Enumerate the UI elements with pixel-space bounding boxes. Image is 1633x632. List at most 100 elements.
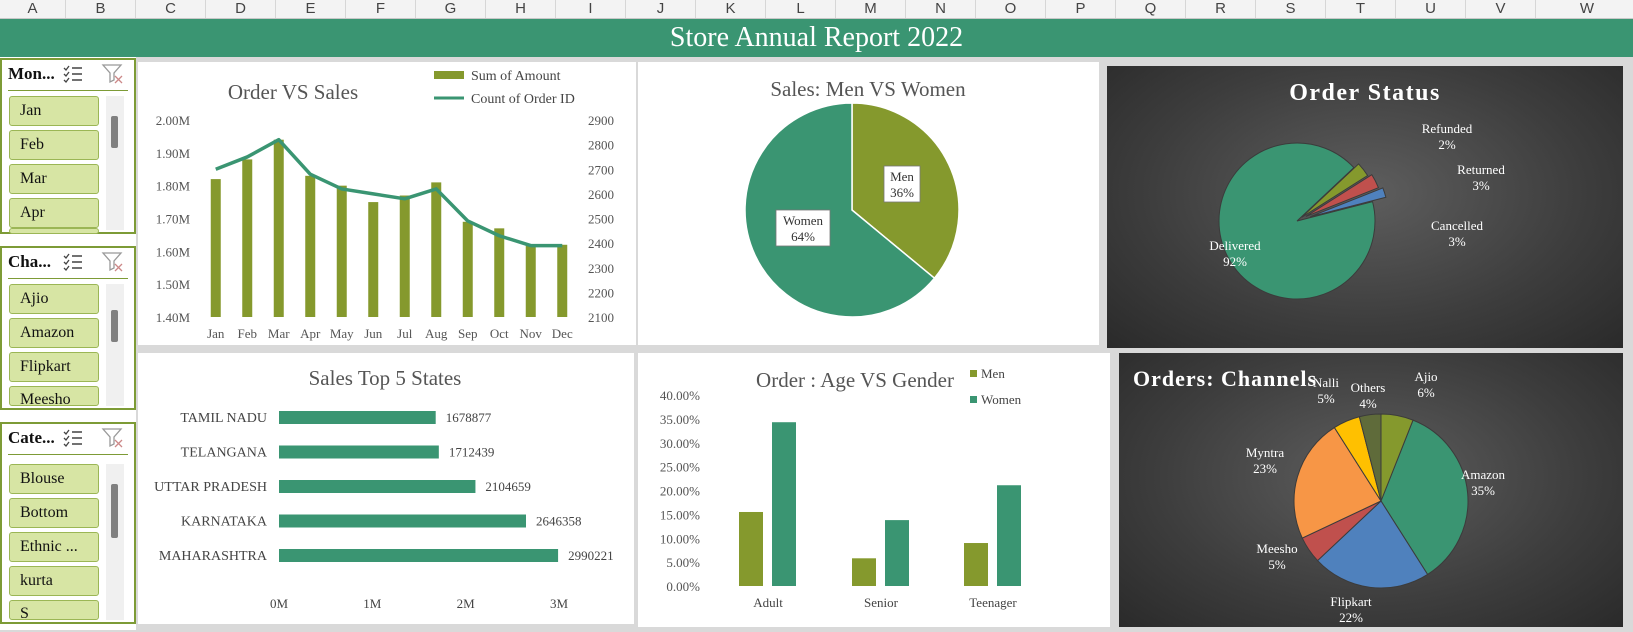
chart-panel-channels[interactable]: Orders: Channels Amazon 35% Flipkart 22% Mees…: [1119, 353, 1623, 627]
column-header-r[interactable]: R: [1186, 0, 1256, 18]
clear-filter-icon[interactable]: [101, 62, 125, 86]
slice-pct: 35%: [1471, 483, 1495, 498]
column-header-p[interactable]: P: [1046, 0, 1116, 18]
y-right-tick: 2600: [588, 187, 614, 202]
x-tick: 3M: [550, 596, 569, 611]
x-tick: 0M: [270, 596, 289, 611]
scroll-thumb[interactable]: [111, 484, 118, 538]
bar-maharashtra: [279, 549, 559, 562]
y-tick: 0.00%: [666, 579, 700, 594]
x-tick: Jul: [397, 326, 413, 341]
column-header-m[interactable]: M: [836, 0, 906, 18]
multi-select-icon[interactable]: [62, 252, 84, 272]
top-states-bar-chart: Sales Top 5 States TAMIL NADU 1678877 TELAN…: [154, 366, 614, 611]
column-header-c[interactable]: C: [136, 0, 206, 18]
slicer-month: Mon... Jan Feb Mar Apr: [0, 58, 136, 234]
slicer-scrollbar[interactable]: [106, 96, 124, 230]
slicer-item-ethnic[interactable]: Ethnic ...: [9, 532, 99, 562]
multi-select-icon[interactable]: [62, 428, 84, 448]
value-label: 2990221: [568, 548, 614, 563]
slice-label: Refunded: [1422, 121, 1473, 136]
x-tick: Mar: [268, 326, 290, 341]
slicer-item-mar[interactable]: Mar: [9, 164, 99, 194]
slicer-item-ajio[interactable]: Ajio: [9, 284, 99, 314]
slicer-divider: [8, 278, 128, 279]
slicer-item-jan[interactable]: Jan: [9, 96, 99, 126]
column-header-q[interactable]: Q: [1116, 0, 1186, 18]
category-label: UTTAR PRADESH: [154, 480, 267, 495]
column-header-k[interactable]: K: [696, 0, 766, 18]
column-header-f[interactable]: F: [346, 0, 416, 18]
y-tick: 20.00%: [660, 484, 700, 499]
report-title: Store Annual Report 2022: [0, 19, 1633, 57]
slicer-item-blouse[interactable]: Blouse: [9, 464, 99, 494]
slice-delivered: [1218, 142, 1376, 300]
slice-label: 64%: [791, 229, 815, 244]
column-header-i[interactable]: I: [556, 0, 626, 18]
slice-pct: 92%: [1223, 254, 1247, 269]
column-header-j[interactable]: J: [626, 0, 696, 18]
slice-pct: 22%: [1339, 610, 1363, 625]
slicer-scrollbar[interactable]: [106, 284, 124, 406]
scroll-thumb[interactable]: [111, 310, 118, 342]
slice-label: Myntra: [1246, 445, 1285, 460]
column-header-e[interactable]: E: [276, 0, 346, 18]
column-header-w[interactable]: W: [1536, 0, 1633, 18]
slicer-divider: [8, 90, 128, 91]
slice-label: Delivered: [1209, 238, 1261, 253]
column-header-h[interactable]: H: [486, 0, 556, 18]
y-right-tick: 2100: [588, 310, 614, 325]
column-header-s[interactable]: S: [1256, 0, 1326, 18]
bar-women-senior: [885, 520, 909, 586]
slicer-item-amazon[interactable]: Amazon: [9, 318, 99, 348]
slicer-item-partial[interactable]: [9, 228, 99, 234]
bar-oct: [494, 228, 505, 317]
column-header-n[interactable]: N: [906, 0, 976, 18]
slicer-item-feb[interactable]: Feb: [9, 130, 99, 160]
y-left-tick: 1.90M: [156, 146, 191, 161]
y-tick: 25.00%: [660, 460, 700, 475]
column-header-l[interactable]: L: [766, 0, 836, 18]
chart-panel-order-status[interactable]: Order Status Delivered 92% Cancelled 3% Retur…: [1107, 66, 1623, 348]
chart-panel-top-states[interactable]: Sales Top 5 States TAMIL NADU 1678877 TELAN…: [138, 353, 634, 624]
slice-pct: 5%: [1268, 557, 1286, 572]
slicer-item-bottom[interactable]: Bottom: [9, 498, 99, 528]
slicer-channel: Cha... Ajio Amazon Flipkart Meesho: [0, 246, 136, 410]
slice-label: Returned: [1457, 162, 1505, 177]
column-header-g[interactable]: G: [416, 0, 486, 18]
chart-title: Sales: Men VS Women: [770, 77, 966, 101]
x-tick: Nov: [520, 326, 543, 341]
age-vs-gender-chart: Order : Age VS Gender Men Women 40.00% 35.00…: [660, 366, 1022, 610]
column-header-t[interactable]: T: [1326, 0, 1396, 18]
slicer-item-partial[interactable]: S: [9, 600, 99, 620]
chart-panel-order-vs-sales[interactable]: Order VS Sales Sum of Amount Count of Orde…: [138, 62, 636, 345]
clear-filter-icon[interactable]: [101, 250, 125, 274]
column-header-o[interactable]: O: [976, 0, 1046, 18]
x-tick: Feb: [238, 326, 258, 341]
column-header-d[interactable]: D: [206, 0, 276, 18]
value-label: 1712439: [449, 445, 495, 460]
column-header-a[interactable]: A: [0, 0, 66, 18]
category-label: TAMIL NADU: [180, 411, 267, 426]
column-header-v[interactable]: V: [1466, 0, 1536, 18]
slicer-item-flipkart[interactable]: Flipkart: [9, 352, 99, 382]
scroll-thumb[interactable]: [111, 116, 118, 148]
column-header-u[interactable]: U: [1396, 0, 1466, 18]
chart-panel-age-vs-gender[interactable]: Order : Age VS Gender Men Women 40.00% 35.00…: [638, 353, 1110, 627]
slice-pct: 5%: [1317, 391, 1335, 406]
slicer-scrollbar[interactable]: [106, 464, 124, 620]
y-right-tick: 2200: [588, 285, 614, 300]
label-box-women: [775, 209, 831, 247]
slicer-item-kurta[interactable]: kurta: [9, 566, 99, 596]
chart-panel-men-vs-women[interactable]: Sales: Men VS Women Men 36% Women 64%: [638, 62, 1099, 345]
slicer-item-apr[interactable]: Apr: [9, 198, 99, 228]
slicer-item-meesho[interactable]: Meesho: [9, 386, 99, 406]
x-tick: Jun: [364, 326, 383, 341]
value-label: 2104659: [485, 479, 530, 494]
multi-select-icon[interactable]: [62, 64, 84, 84]
column-header-b[interactable]: B: [66, 0, 136, 18]
chart-title: Orders: Channels: [1133, 366, 1317, 391]
clear-filter-icon[interactable]: [101, 426, 125, 450]
x-tick: Sep: [458, 326, 478, 341]
legend-swatch-amount: [434, 71, 464, 79]
